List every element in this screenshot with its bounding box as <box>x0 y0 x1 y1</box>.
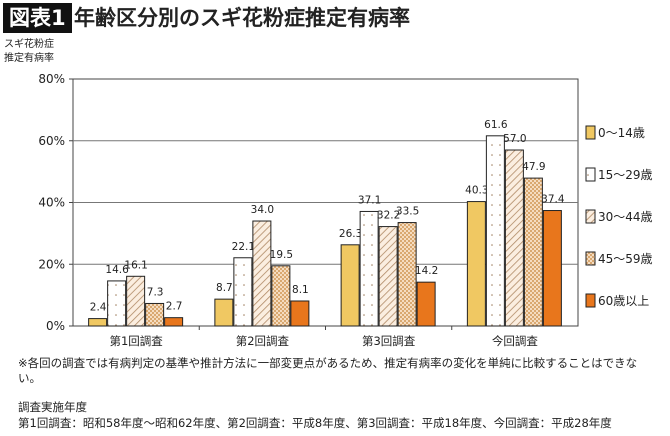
bar <box>164 317 184 327</box>
data-label: 7.3 <box>147 286 164 298</box>
bar <box>416 281 436 327</box>
legend-swatch <box>585 167 596 182</box>
y-tick-label: 0% <box>46 319 65 333</box>
years-note: 第1回調査：昭和58年度〜昭和62年度、第2回調査：平成8年度、第3回調査：平成… <box>18 416 612 430</box>
x-tick-label: 第1回調査 <box>109 334 163 348</box>
legend-label: 45〜59歳 <box>598 252 653 266</box>
data-label: 61.6 <box>484 119 508 131</box>
bar <box>145 302 165 327</box>
bar <box>542 210 562 327</box>
y-tick-label: 20% <box>38 257 65 271</box>
bar <box>378 226 398 327</box>
bar <box>504 149 524 327</box>
data-label: 32.2 <box>377 210 400 222</box>
bar <box>271 265 291 327</box>
legend-swatch <box>585 209 596 224</box>
x-tick-label: 第3回調査 <box>362 334 416 348</box>
bar <box>466 201 486 327</box>
bar <box>290 300 310 327</box>
legend-label: 60歳以上 <box>598 294 649 308</box>
bar <box>397 222 417 327</box>
bar <box>214 298 234 327</box>
bar <box>523 177 543 327</box>
legend-swatch <box>585 251 596 266</box>
bar <box>252 220 272 327</box>
figure-badge: 図表1 <box>3 3 72 33</box>
y-tick-label: 40% <box>38 196 65 210</box>
data-label: 14.6 <box>105 264 129 276</box>
x-tick-label: 今回調査 <box>492 334 538 348</box>
data-label: 33.5 <box>396 206 419 218</box>
data-label: 16.1 <box>124 259 147 271</box>
x-tick-label: 第2回調査 <box>236 334 290 348</box>
data-label: 2.4 <box>90 302 107 314</box>
y-axis-label-line: 推定有病率 <box>4 53 54 64</box>
bar <box>359 210 379 327</box>
data-label: 47.9 <box>522 161 545 173</box>
data-label: 8.1 <box>292 284 309 296</box>
legend-swatch <box>585 293 596 308</box>
data-label: 34.0 <box>251 204 274 216</box>
data-label: 57.0 <box>503 133 526 145</box>
bar <box>126 275 146 327</box>
years-heading: 調査実施年度 <box>18 400 87 414</box>
data-label: 2.7 <box>166 301 183 313</box>
data-label: 37.1 <box>358 194 381 206</box>
data-label: 40.3 <box>465 185 488 197</box>
data-label: 8.7 <box>216 282 233 294</box>
data-label: 26.3 <box>339 228 362 240</box>
legend-label: 0〜14歳 <box>598 126 645 140</box>
y-tick-label: 60% <box>38 134 65 148</box>
bar <box>88 318 108 327</box>
data-label: 14.2 <box>415 265 438 277</box>
data-label: 22.1 <box>232 241 255 253</box>
legend-label: 15〜29歳 <box>598 168 653 182</box>
data-label: 37.4 <box>541 194 565 206</box>
data-label: 19.5 <box>270 249 293 261</box>
caveat-note: ※各回の調査では有病判定の基準や推計方法に一部変更点があるため、推定有病率の変化… <box>18 356 638 385</box>
bar <box>485 135 505 327</box>
bar <box>340 244 360 327</box>
y-axis-label-line: スギ花粉症 <box>4 39 54 50</box>
bar <box>233 257 253 327</box>
bar <box>107 280 127 327</box>
legend-swatch <box>585 125 596 140</box>
y-axis-label: スギ花粉症 推定有病率 <box>4 38 74 66</box>
y-tick-label: 80% <box>38 72 65 86</box>
legend-label: 30〜44歳 <box>598 210 653 224</box>
chart-title: 年齢区分別のスギ花粉症推定有病率 <box>74 6 410 30</box>
